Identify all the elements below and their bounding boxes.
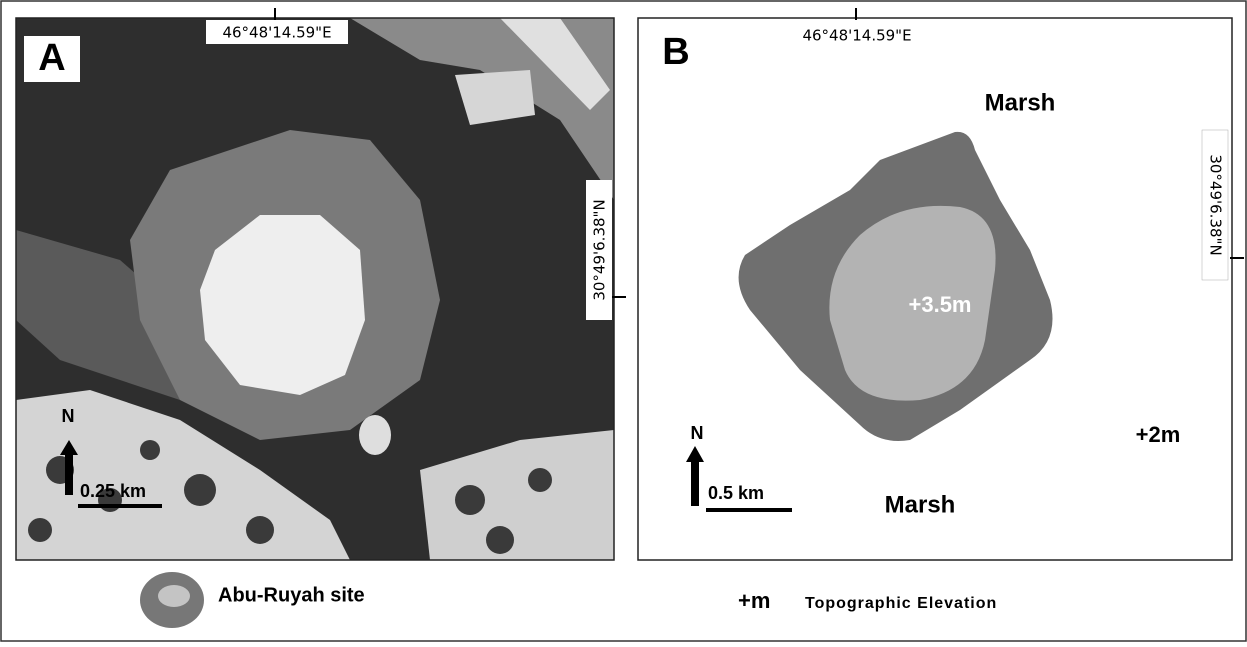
latitude: 30°49'6.38"N: [591, 199, 609, 300]
terrain-patch: [359, 415, 391, 455]
legend-symbol-inner: [158, 585, 190, 607]
figure: A 46°48'14.59"E 30°49'6.38"N N 0.25 km B…: [0, 0, 1247, 642]
elevation-label: +2m: [1136, 422, 1181, 447]
north-label: N: [691, 423, 704, 443]
area-label: Marsh: [985, 89, 1056, 116]
scale-label: 0.25 km: [80, 481, 146, 501]
latitude: 30°49'6.38"N: [1207, 154, 1225, 255]
panel-b: B 46°48'14.59"E 30°49'6.38"N Marsh Marsh…: [638, 8, 1244, 560]
scale-label: 0.5 km: [708, 483, 764, 503]
panel-label: A: [38, 37, 65, 79]
legend-label: Abu-Ruyah site: [218, 584, 365, 606]
longitude: 46°48'14.59"E: [802, 27, 911, 45]
panel-label: B: [662, 31, 689, 73]
panel-a: A 46°48'14.59"E 30°49'6.38"N N 0.25 km: [16, 8, 626, 560]
north-label: N: [62, 406, 75, 426]
legend-symbol: +m: [738, 588, 770, 613]
legend-label: Topographic Elevation: [805, 595, 997, 612]
longitude: 46°48'14.59"E: [222, 24, 331, 42]
elevation-label: +3.5m: [909, 292, 972, 317]
area-label: Marsh: [885, 491, 956, 518]
